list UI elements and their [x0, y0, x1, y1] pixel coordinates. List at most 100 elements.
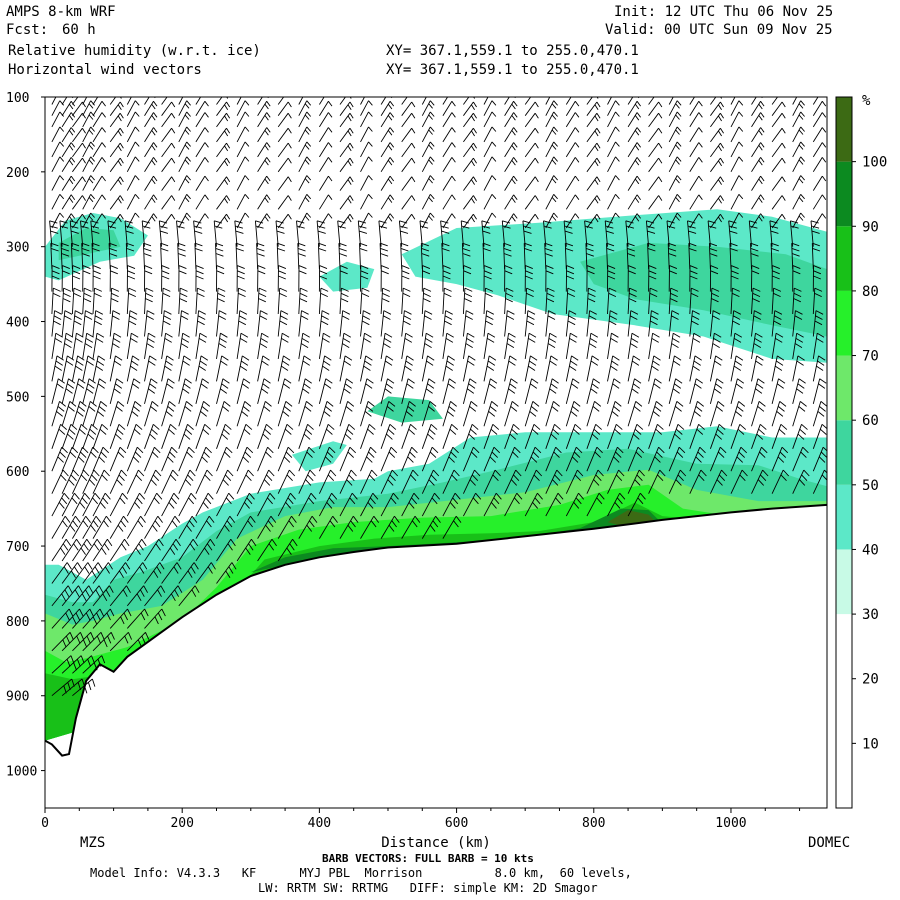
- wind-barb: [339, 265, 348, 292]
- wind-barb: [709, 423, 726, 449]
- wind-barb: [421, 469, 440, 494]
- wind-barb: [504, 332, 516, 359]
- colorbar-swatch: [836, 743, 852, 808]
- wind-barb: [216, 287, 226, 315]
- wind-barb: [51, 126, 65, 143]
- wind-barb: [812, 355, 826, 382]
- wind-barb: [277, 446, 295, 472]
- wind-barb: [461, 242, 471, 270]
- y-tick-label: 500: [6, 390, 29, 405]
- wind-barb: [51, 423, 67, 449]
- wind-barb: [216, 310, 227, 337]
- wind-barb: [441, 242, 450, 270]
- wind-barb: [161, 287, 171, 315]
- wind-barb: [82, 310, 93, 337]
- wind-barb: [687, 220, 697, 247]
- wind-barb: [751, 355, 764, 382]
- wind-barb: [380, 423, 397, 449]
- wind-barb: [161, 157, 176, 173]
- wind-barb: [812, 101, 827, 116]
- wind-barb: [689, 401, 704, 427]
- wind-barb: [730, 212, 744, 229]
- wind-barb: [421, 141, 435, 158]
- wind-barb: [257, 515, 277, 539]
- wind-barb: [257, 101, 271, 116]
- wind-barb: [61, 585, 83, 607]
- wind-barb: [92, 469, 110, 494]
- wind-barb: [689, 213, 703, 229]
- wind-barb: [144, 539, 164, 562]
- wind-barb: [504, 101, 518, 116]
- wind-barb: [109, 112, 124, 128]
- wind-barb: [606, 242, 615, 270]
- wind-barb: [462, 469, 481, 494]
- wind-barb: [668, 265, 678, 292]
- wind-barb: [792, 126, 805, 143]
- wind-barb: [504, 492, 523, 517]
- wind-barb: [812, 287, 823, 315]
- wind-barb: [586, 142, 601, 158]
- wind-barb: [792, 469, 810, 494]
- wind-barb: [277, 265, 287, 292]
- wind-barb: [61, 378, 76, 405]
- wind-barb: [524, 195, 539, 210]
- wind-barb: [195, 355, 209, 382]
- wind-barb: [236, 469, 254, 494]
- wind-barb: [524, 176, 539, 191]
- wind-barb: [82, 562, 103, 584]
- wind-barb: [524, 287, 535, 315]
- terrain-fill: [45, 504, 827, 808]
- field-name-wind: Horizontal wind vectors: [8, 62, 202, 78]
- wind-barb: [504, 310, 515, 337]
- wind-barb: [277, 195, 292, 210]
- wind-barb: [709, 310, 721, 337]
- wind-barb: [144, 142, 158, 158]
- wind-barb: [51, 332, 63, 359]
- wind-barb: [178, 355, 191, 382]
- wind-barb: [360, 401, 375, 427]
- wind-barb: [442, 213, 456, 229]
- wind-barb: [689, 175, 703, 191]
- wind-barb: [565, 127, 580, 143]
- wind-barb: [710, 195, 724, 210]
- wind-barb: [61, 175, 76, 191]
- wind-barb: [195, 112, 209, 128]
- wind-barb: [401, 469, 419, 494]
- wind-barb: [92, 332, 105, 359]
- colorbar-swatch: [836, 678, 852, 744]
- wind-barb: [627, 378, 642, 405]
- wind-barb: [319, 213, 333, 229]
- wind-barb: [483, 355, 497, 382]
- wind-barb: [524, 213, 539, 229]
- wind-barb: [627, 332, 640, 359]
- wind-barb: [144, 101, 158, 116]
- wind-barb: [380, 101, 395, 116]
- wind-barb: [71, 378, 86, 405]
- wind-barb: [318, 355, 332, 382]
- wind-barb: [298, 156, 312, 173]
- wind-barb: [607, 287, 617, 315]
- wind-barb: [236, 401, 252, 427]
- wind-barb: [257, 213, 271, 229]
- wind-barb: [380, 401, 396, 427]
- wind-barb: [51, 310, 62, 337]
- wind-barb: [545, 446, 562, 472]
- wind-barb: [463, 157, 477, 173]
- wind-barb: [216, 127, 231, 143]
- wind-barb: [627, 492, 646, 517]
- wind-barb: [463, 112, 477, 128]
- wind-barb: [668, 97, 680, 105]
- wind-barb: [442, 142, 456, 158]
- wind-barb: [82, 175, 95, 191]
- wind-barb: [524, 355, 538, 382]
- wind-barb: [236, 126, 250, 143]
- wind-barb: [648, 127, 663, 143]
- wind-barb: [565, 157, 580, 173]
- wind-barb: [109, 332, 122, 359]
- wind-barb: [442, 401, 457, 427]
- wind-barb: [730, 310, 742, 337]
- wind-barb: [319, 112, 333, 128]
- wind-barb: [193, 220, 203, 247]
- wind-barb: [109, 287, 120, 315]
- wind-barb: [236, 111, 250, 128]
